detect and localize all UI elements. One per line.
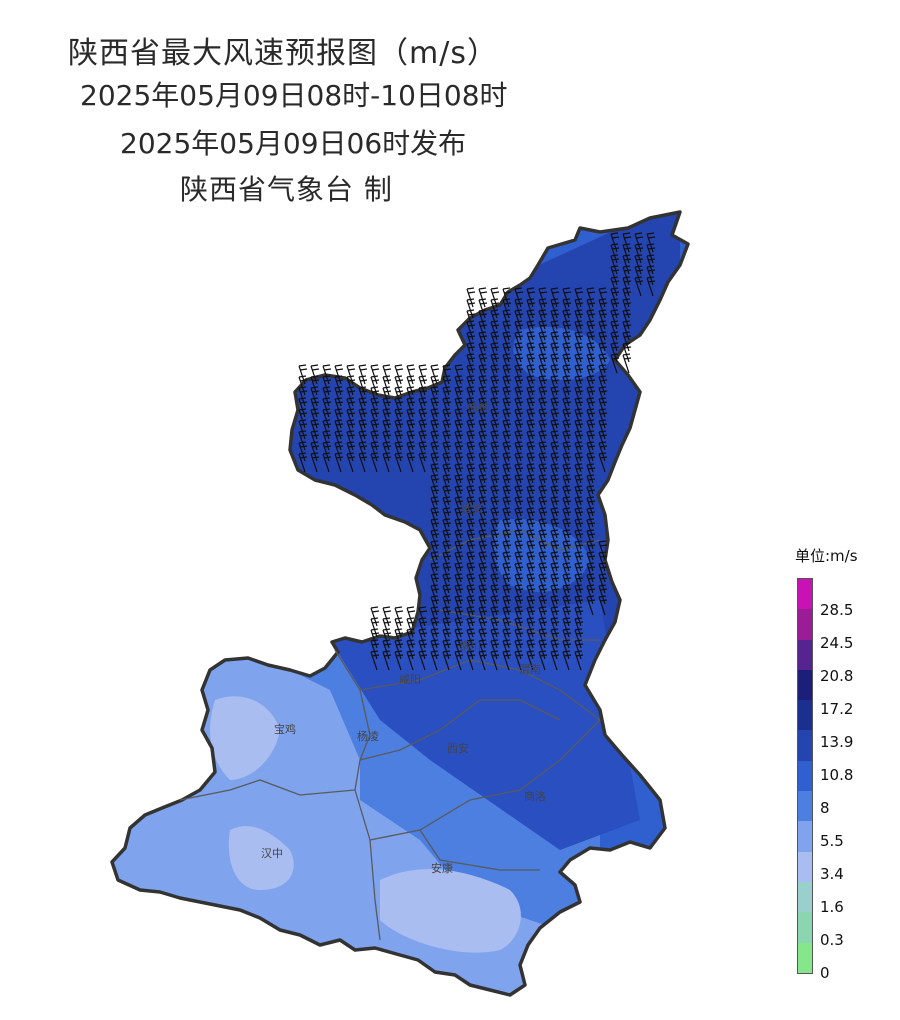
city-label: 汉中	[261, 847, 283, 860]
issue-time: 2025年05月09日06时发布	[120, 127, 467, 160]
zone-ankang-lighter	[380, 869, 521, 953]
city-label: 咸阳	[399, 673, 421, 686]
legend-level-label: 13.9	[820, 733, 854, 751]
wind-barb	[514, 650, 524, 671]
legend-swatch	[798, 851, 812, 882]
legend-swatch	[798, 760, 812, 792]
wind-barb	[406, 650, 416, 671]
wind-barb	[598, 452, 608, 473]
wind-barb	[298, 452, 308, 473]
wind-barb	[430, 650, 440, 671]
wind-barb	[370, 650, 380, 671]
wind-barb	[382, 452, 392, 473]
wind-barb	[622, 353, 632, 374]
legend-swatch	[798, 791, 812, 822]
wind-barb	[322, 452, 332, 473]
zone-north-mid-pocket-2	[513, 326, 610, 380]
wind-barb	[502, 650, 512, 671]
legend-level-label: 8	[820, 799, 830, 817]
legend-swatch	[798, 821, 812, 852]
zone-center-dark	[330, 600, 640, 850]
wind-barb	[418, 452, 428, 473]
legend-level-label: 20.8	[820, 667, 854, 685]
legend-level-label: 5.5	[820, 832, 844, 850]
wind-barb	[334, 452, 344, 473]
wind-barb	[490, 650, 500, 671]
wind-barb	[310, 452, 320, 473]
issuer: 陕西省气象台 制	[180, 173, 393, 206]
city-label: 西安	[447, 741, 469, 755]
wind-barb	[406, 452, 416, 473]
wind-barb	[586, 595, 596, 616]
wind-barb	[598, 595, 608, 616]
legend-swatch	[798, 609, 812, 640]
wind-barb	[394, 650, 404, 671]
zone-baoji-lighter	[210, 696, 280, 780]
legend-level-label: 0	[820, 964, 830, 982]
zone-north-dark	[290, 212, 680, 660]
province-outline	[110, 210, 690, 997]
legend-swatch	[798, 912, 812, 943]
legend-level-label: 1.6	[820, 898, 844, 916]
city-label: 杨凌	[357, 729, 379, 743]
city-label: 渭南	[519, 663, 541, 676]
city-label: 商洛	[524, 789, 546, 803]
wind-barb	[634, 276, 644, 297]
legend-level-label: 17.2	[820, 700, 854, 718]
legend-swatch	[798, 639, 812, 670]
wind-barb	[346, 452, 356, 473]
wind-barb	[478, 650, 488, 671]
wind-barb	[466, 650, 476, 671]
city-label: 铜川	[459, 639, 481, 653]
zone-hanzhong-lighter	[228, 826, 294, 890]
legend-level-label: 0.3	[820, 931, 844, 949]
city-label: 榆林	[467, 400, 489, 414]
wind-barb	[562, 650, 572, 671]
wind-barbs	[298, 232, 656, 671]
wind-barb	[358, 452, 368, 473]
legend-color-bar	[797, 578, 813, 974]
wind-barb	[646, 276, 656, 297]
wind-barb	[526, 650, 536, 671]
city-label: 宝鸡	[274, 722, 296, 736]
wind-barb	[394, 452, 404, 473]
wind-barb	[574, 650, 584, 671]
legend-unit-label: 单位:m/s	[795, 547, 858, 565]
wind-barb	[382, 650, 392, 671]
legend-level-label: 28.5	[820, 601, 854, 619]
map-title: 陕西省最大风速预报图（m/s）	[68, 36, 498, 71]
legend-swatch	[798, 700, 812, 731]
wind-barb	[370, 452, 380, 473]
legend-swatch	[798, 730, 812, 761]
forecast-period: 2025年05月09日08时-10日08时	[80, 79, 508, 112]
city-label: 延安	[461, 501, 483, 515]
legend-swatch	[798, 942, 812, 973]
wind-barb	[442, 650, 452, 671]
wind-barb	[610, 353, 620, 374]
wind-barb	[454, 650, 464, 671]
wind-barb	[538, 650, 548, 671]
legend-level-label: 24.5	[820, 634, 854, 652]
city-label: 安康	[431, 861, 453, 875]
wind-barb	[418, 650, 428, 671]
legend-swatch	[798, 669, 812, 701]
legend-level-label: 3.4	[820, 865, 844, 883]
legend-level-label: 10.8	[820, 766, 854, 784]
legend-swatch	[798, 579, 812, 610]
legend-swatch	[798, 881, 812, 913]
wind-barb	[550, 650, 560, 671]
